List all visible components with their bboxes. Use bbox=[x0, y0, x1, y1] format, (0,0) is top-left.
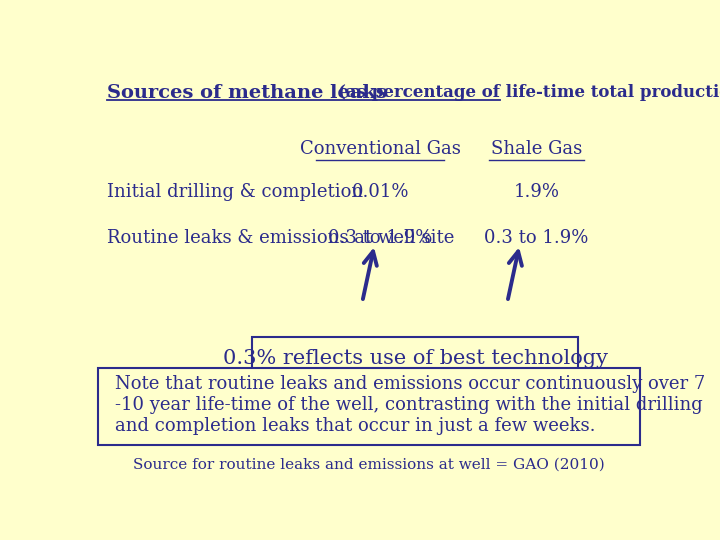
Text: Sources of methane leaks: Sources of methane leaks bbox=[107, 84, 393, 102]
Text: Conventional Gas: Conventional Gas bbox=[300, 140, 461, 158]
FancyBboxPatch shape bbox=[99, 368, 639, 446]
Text: Initial drilling & completion: Initial drilling & completion bbox=[107, 183, 363, 201]
Text: Routine leaks & emissions at well site: Routine leaks & emissions at well site bbox=[107, 229, 454, 247]
Text: 0.3% reflects use of best technology: 0.3% reflects use of best technology bbox=[222, 349, 608, 368]
FancyBboxPatch shape bbox=[252, 337, 578, 381]
Text: Note that routine leaks and emissions occur continuously over 7
-10 year life-ti: Note that routine leaks and emissions oc… bbox=[115, 375, 706, 435]
Text: 0.3 to 1.9%: 0.3 to 1.9% bbox=[328, 229, 432, 247]
Text: 0.01%: 0.01% bbox=[351, 183, 409, 201]
Text: Shale Gas: Shale Gas bbox=[491, 140, 582, 158]
Text: Source for routine leaks and emissions at well = GAO (2010): Source for routine leaks and emissions a… bbox=[133, 458, 605, 472]
Text: 1.9%: 1.9% bbox=[513, 183, 559, 201]
Text: (as percentage of life-time total production):: (as percentage of life-time total produc… bbox=[338, 84, 720, 100]
Text: 0.3 to 1.9%: 0.3 to 1.9% bbox=[485, 229, 588, 247]
